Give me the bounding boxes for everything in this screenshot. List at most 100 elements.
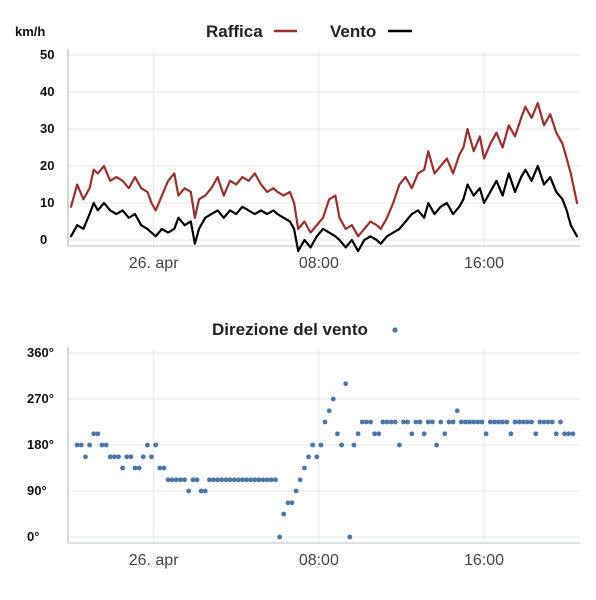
direction-point	[425, 419, 431, 425]
direction-point	[223, 477, 229, 483]
direction-point	[537, 419, 543, 425]
direction-point	[467, 419, 472, 425]
direction-point	[434, 442, 439, 448]
direction-point	[508, 431, 514, 437]
direction-point	[268, 477, 274, 483]
direction-point	[479, 419, 485, 425]
y-tick-label: 10	[40, 195, 54, 210]
direction-point	[112, 454, 117, 460]
direction-point	[372, 431, 377, 437]
y-tick-label: 50	[40, 47, 54, 62]
direction-chart-title: Direzione del vento	[212, 320, 368, 339]
direction-point	[458, 419, 464, 425]
x-tick-label: 26. apr	[129, 255, 179, 272]
direction-point	[161, 465, 167, 471]
direction-point	[83, 454, 88, 460]
direction-point	[529, 419, 534, 425]
direction-point	[558, 419, 563, 425]
direction-point	[533, 431, 539, 437]
direction-point	[306, 454, 311, 460]
direction-point	[95, 431, 101, 437]
direction-point	[264, 477, 270, 483]
legend-raffica-label: Raffica	[206, 22, 263, 41]
y-axis-unit-label: km/h	[15, 24, 45, 39]
direction-point	[99, 442, 105, 448]
y-tick-label: 180°	[27, 437, 54, 452]
y-tick-label: 0	[40, 232, 47, 247]
direction-point	[74, 442, 80, 448]
direction-point	[442, 431, 448, 437]
direction-point	[293, 488, 299, 494]
direction-point	[545, 419, 551, 425]
direction-point	[145, 442, 150, 448]
direction-point	[149, 454, 154, 460]
direction-point	[454, 408, 460, 414]
direction-point	[541, 419, 547, 425]
direction-point	[392, 419, 398, 425]
direction-point	[252, 477, 258, 483]
direction-point	[231, 477, 237, 483]
direction-point	[116, 454, 121, 460]
direction-point	[430, 419, 435, 425]
direction-point	[450, 419, 456, 425]
direction-point	[359, 419, 365, 425]
direction-point	[182, 477, 188, 483]
direction-point	[190, 477, 196, 483]
x-tick-label: 16:00	[464, 255, 504, 272]
direction-point	[194, 477, 200, 483]
direction-point	[215, 477, 221, 483]
series-line-vento	[69, 164, 579, 253]
x-tick-label: 26. apr	[129, 552, 179, 569]
direction-point	[413, 419, 419, 425]
direction-point	[91, 431, 97, 437]
direction-point	[244, 477, 250, 483]
direction-point	[492, 419, 497, 425]
y-tick-label: 0°	[27, 529, 39, 544]
direction-point	[297, 477, 303, 483]
direction-point	[487, 419, 493, 425]
direction-point	[351, 442, 357, 448]
direction-point	[219, 477, 225, 483]
direction-point	[504, 419, 510, 425]
direction-point	[520, 419, 526, 425]
x-tick-label: 08:00	[299, 255, 339, 272]
direction-point	[570, 431, 576, 437]
y-tick-label: 270°	[27, 391, 54, 406]
direction-point	[500, 419, 505, 425]
direction-point	[347, 534, 353, 540]
direction-point	[178, 477, 183, 483]
y-tick-label: 40	[40, 84, 54, 99]
direction-point	[339, 442, 344, 448]
direction-point	[211, 477, 216, 483]
direction-point	[165, 477, 171, 483]
legend-vento-label: Vento	[330, 22, 376, 41]
direction-point	[169, 477, 175, 483]
direction-point	[140, 454, 146, 460]
direction-point	[335, 431, 340, 437]
direction-point	[380, 419, 386, 425]
direction-point	[240, 477, 245, 483]
direction-point	[483, 431, 489, 437]
x-tick-label: 08:00	[299, 552, 339, 569]
direction-point	[421, 431, 427, 437]
direction-point	[128, 454, 134, 460]
direction-point	[553, 431, 559, 437]
direction-point	[438, 419, 444, 425]
direction-point	[132, 465, 138, 471]
y-tick-label: 90°	[27, 483, 47, 498]
direction-point	[153, 442, 159, 448]
direction-point	[277, 534, 282, 540]
wind-speed-chart: 26. apr 08:00 16:00 0 10 20 30 40 50	[40, 47, 580, 272]
direction-point	[401, 419, 406, 425]
direction-point	[120, 465, 125, 471]
direction-point	[376, 431, 382, 437]
direction-point	[198, 488, 204, 494]
direction-point	[409, 431, 415, 437]
direction-point	[417, 419, 423, 425]
direction-point	[566, 431, 572, 437]
direction-point	[516, 419, 522, 425]
direction-point	[512, 419, 518, 425]
direction-point	[157, 465, 163, 471]
direction-point	[355, 431, 361, 437]
